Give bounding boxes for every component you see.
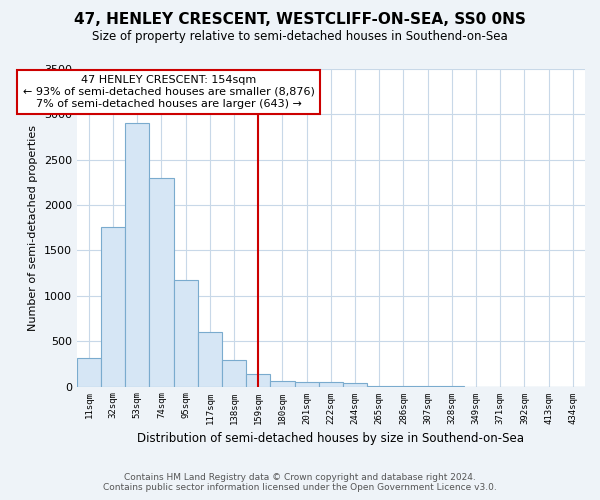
Bar: [125, 124, 149, 386]
Text: 47, HENLEY CRESCENT, WESTCLIFF-ON-SEA, SS0 0NS: 47, HENLEY CRESCENT, WESTCLIFF-ON-SEA, S…: [74, 12, 526, 28]
Bar: [222, 360, 246, 386]
Bar: [271, 381, 295, 386]
Bar: [319, 382, 343, 386]
Text: Size of property relative to semi-detached houses in Southend-on-Sea: Size of property relative to semi-detach…: [92, 30, 508, 43]
Bar: [198, 332, 222, 386]
Bar: [149, 178, 173, 386]
Bar: [77, 358, 101, 386]
Bar: [101, 227, 125, 386]
Text: 47 HENLEY CRESCENT: 154sqm
← 93% of semi-detached houses are smaller (8,876)
7% : 47 HENLEY CRESCENT: 154sqm ← 93% of semi…: [23, 76, 314, 108]
Text: Contains HM Land Registry data © Crown copyright and database right 2024.
Contai: Contains HM Land Registry data © Crown c…: [103, 473, 497, 492]
Bar: [343, 383, 367, 386]
X-axis label: Distribution of semi-detached houses by size in Southend-on-Sea: Distribution of semi-detached houses by …: [137, 432, 524, 445]
Bar: [173, 280, 198, 386]
Bar: [246, 374, 271, 386]
Y-axis label: Number of semi-detached properties: Number of semi-detached properties: [28, 125, 38, 331]
Bar: [295, 382, 319, 386]
